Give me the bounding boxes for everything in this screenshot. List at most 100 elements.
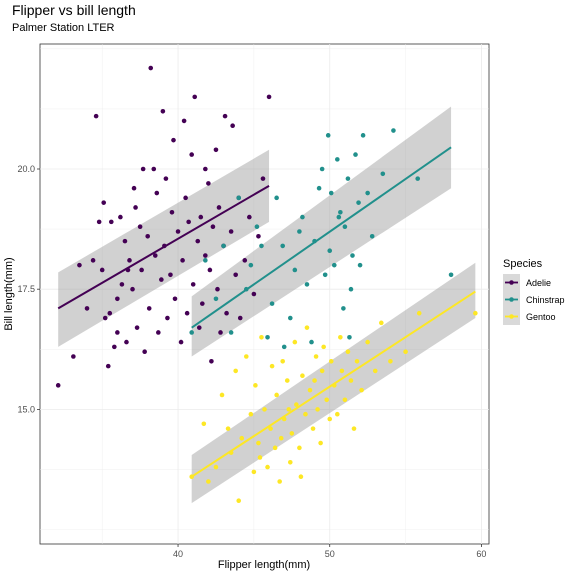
- data-point-chinstrap: [228, 330, 234, 335]
- confidence-band-gentoo: [191, 262, 476, 504]
- data-point-adelie: [230, 123, 235, 129]
- data-point-gentoo: [359, 387, 364, 393]
- data-point-gentoo: [327, 416, 333, 422]
- data-point-adelie: [181, 118, 187, 124]
- data-point-adelie: [71, 354, 76, 359]
- confidence-band-adelie: [58, 149, 270, 347]
- data-point-chinstrap: [356, 200, 361, 205]
- data-point-gentoo: [339, 368, 345, 374]
- data-point-gentoo: [379, 320, 384, 326]
- data-point-adelie: [189, 152, 194, 157]
- data-point-gentoo: [342, 397, 348, 403]
- data-point-adelie: [134, 325, 140, 330]
- data-point-chinstrap: [341, 306, 346, 311]
- data-point-chinstrap: [248, 262, 254, 268]
- data-point-gentoo: [328, 359, 334, 364]
- data-point-adelie: [152, 253, 158, 258]
- data-point-adelie: [178, 339, 184, 345]
- data-point-gentoo: [416, 310, 422, 316]
- data-point-adelie: [55, 383, 61, 388]
- fit-line-gentoo: [191, 290, 476, 478]
- data-point-adelie: [200, 301, 205, 306]
- data-point-gentoo: [321, 344, 326, 350]
- data-point-adelie: [139, 267, 144, 273]
- data-point-chinstrap: [189, 330, 194, 335]
- legend-label-gentoo: Gentoo: [526, 312, 556, 322]
- data-point-adelie: [215, 286, 220, 292]
- data-point-gentoo: [257, 455, 263, 460]
- data-point-gentoo: [315, 407, 320, 412]
- data-point-adelie: [148, 65, 154, 71]
- data-point-adelie: [130, 286, 135, 292]
- data-point-gentoo: [287, 459, 293, 465]
- data-point-gentoo: [289, 431, 295, 436]
- data-point-gentoo: [225, 426, 231, 431]
- data-point-adelie: [203, 166, 208, 172]
- data-point-adelie: [180, 258, 185, 263]
- data-point-gentoo: [233, 368, 238, 374]
- data-point-adelie: [156, 330, 161, 335]
- data-point-chinstrap: [269, 301, 275, 306]
- data-point-chinstrap: [322, 272, 328, 278]
- data-point-gentoo: [365, 339, 370, 345]
- data-point-adelie: [209, 359, 214, 364]
- data-point-chinstrap: [347, 334, 352, 340]
- data-point-gentoo: [354, 359, 360, 364]
- data-point-gentoo: [265, 464, 270, 470]
- data-point-chinstrap: [331, 262, 337, 268]
- data-point-adelie: [233, 272, 238, 278]
- data-point-gentoo: [303, 411, 308, 417]
- data-point-adelie: [127, 258, 132, 263]
- data-point-gentoo: [253, 383, 258, 388]
- fit-line-adelie: [57, 184, 270, 310]
- data-point-chinstrap: [327, 248, 333, 254]
- x-tick-label: 50: [325, 549, 335, 559]
- data-point-adelie: [151, 166, 157, 172]
- data-point-chinstrap: [380, 171, 386, 177]
- legend: Adelie Chinstrap Gentoo: [503, 274, 565, 325]
- data-point-gentoo: [269, 363, 275, 369]
- data-point-gentoo: [345, 349, 351, 354]
- data-point-adelie: [131, 185, 137, 191]
- data-point-adelie: [224, 310, 229, 316]
- chart-subtitle: Palmer Station LTER: [12, 22, 115, 34]
- data-point-chinstrap: [336, 214, 342, 220]
- legend-title: Species: [503, 258, 543, 270]
- data-point-gentoo: [313, 354, 319, 359]
- data-point-adelie: [124, 339, 129, 345]
- data-point-chinstrap: [369, 234, 375, 239]
- data-point-gentoo: [280, 359, 286, 364]
- data-point-adelie: [159, 277, 164, 282]
- data-point-adelie: [222, 113, 228, 119]
- data-point-gentoo: [335, 411, 340, 417]
- chart-title: Flipper vs bill length: [12, 2, 136, 18]
- data-point-adelie: [190, 282, 196, 287]
- data-point-adelie: [101, 200, 107, 205]
- data-point-gentoo: [307, 387, 313, 393]
- data-point-adelie: [256, 234, 261, 239]
- x-axis-title: Flipper length(mm): [218, 559, 310, 571]
- data-point-gentoo: [403, 349, 408, 354]
- data-point-adelie: [169, 209, 175, 215]
- data-point-adelie: [196, 325, 202, 330]
- data-point-chinstrap: [300, 214, 305, 220]
- data-point-gentoo: [248, 411, 254, 417]
- data-point-chinstrap: [345, 176, 351, 181]
- data-point-gentoo: [236, 498, 242, 504]
- data-point-adelie: [171, 137, 176, 143]
- fit-lines: [57, 146, 476, 478]
- data-point-chinstrap: [259, 243, 264, 249]
- x-tick-label: 40: [173, 549, 183, 559]
- data-point-adelie: [260, 176, 266, 181]
- data-point-adelie: [160, 109, 166, 114]
- data-point-adelie: [206, 181, 211, 186]
- data-point-adelie: [175, 229, 181, 234]
- data-point-adelie: [165, 315, 170, 321]
- data-point-gentoo: [278, 435, 284, 441]
- data-point-adelie: [228, 229, 234, 234]
- data-point-chinstrap: [360, 133, 366, 138]
- data-point-gentoo: [272, 445, 278, 451]
- data-point-gentoo: [298, 474, 304, 479]
- data-point-gentoo: [251, 469, 257, 475]
